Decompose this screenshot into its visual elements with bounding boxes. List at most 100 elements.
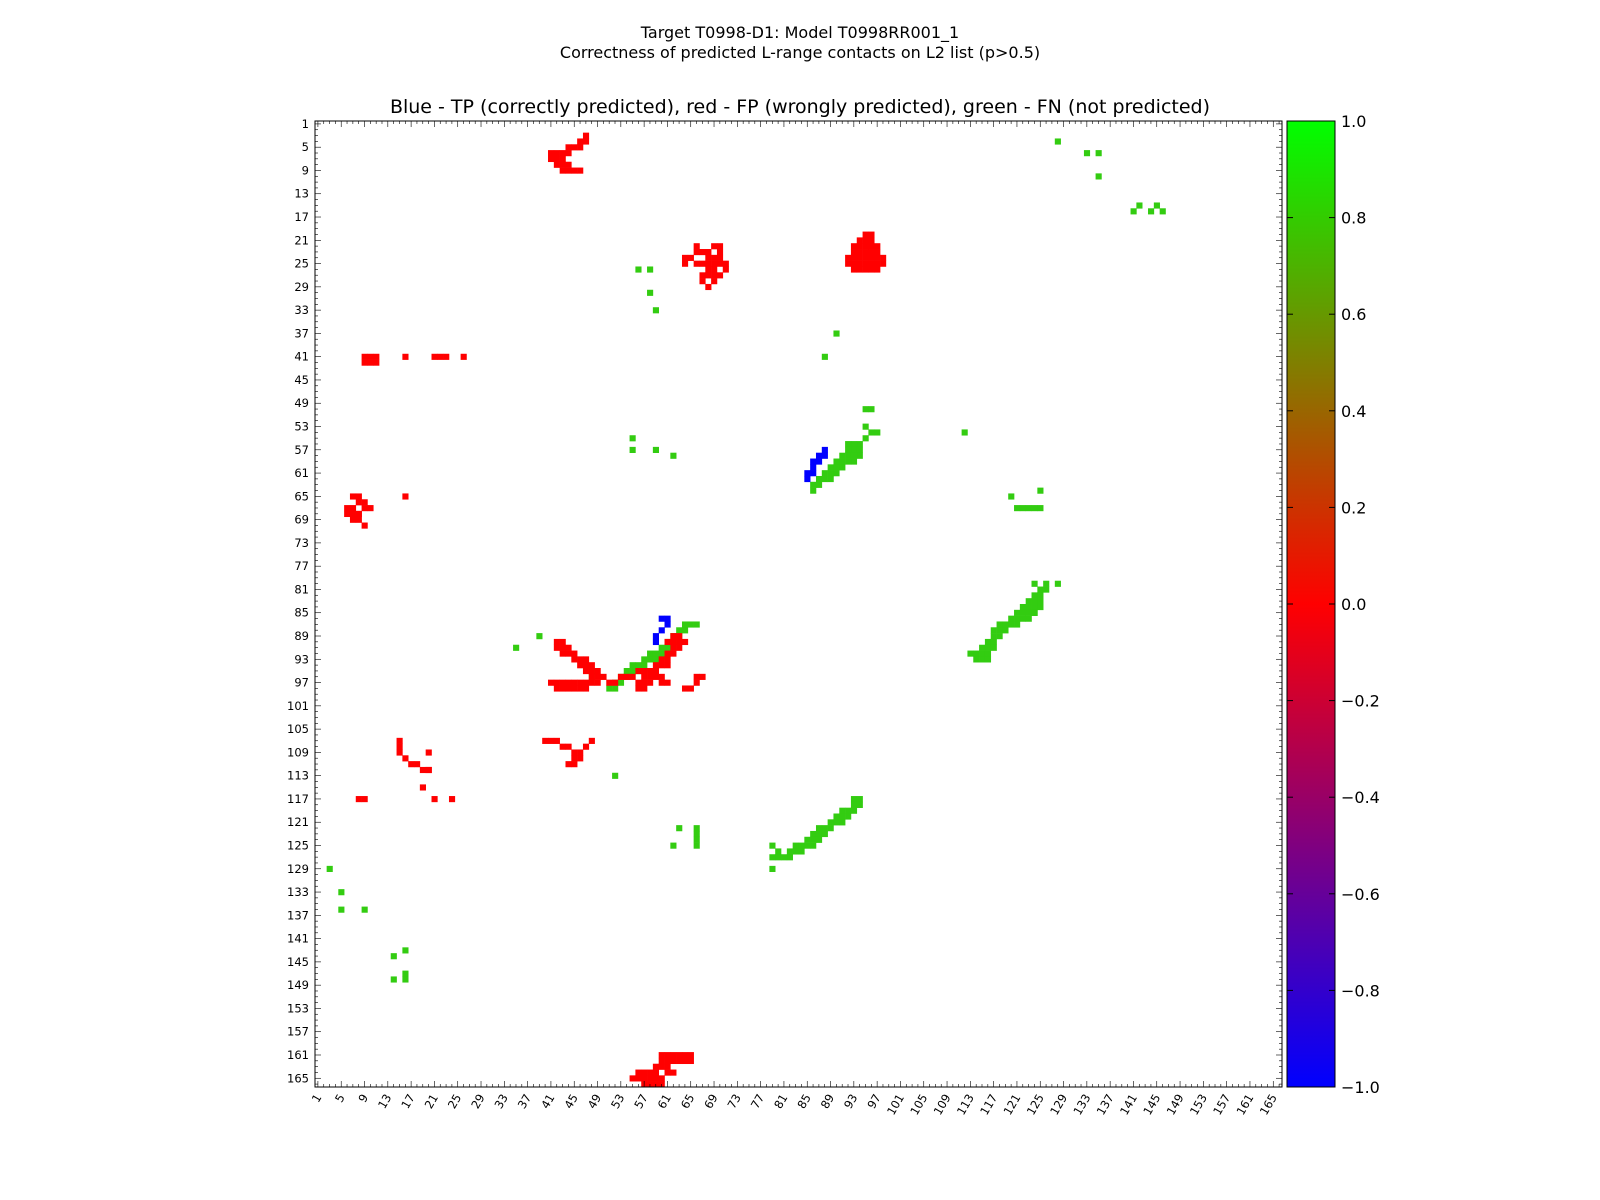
fn-contact-cell bbox=[979, 644, 986, 651]
fn-contact-cell bbox=[815, 475, 823, 483]
fp-contact-cell bbox=[856, 266, 863, 273]
fp-contact-cell bbox=[647, 679, 654, 686]
fn-contact-cell bbox=[833, 464, 840, 471]
y-tick-label: 17 bbox=[294, 210, 309, 224]
fp-contact-cell bbox=[868, 260, 875, 267]
fp-contact-cell bbox=[559, 638, 566, 646]
fn-contact-cell bbox=[652, 650, 659, 657]
fp-contact-cell bbox=[565, 679, 572, 686]
y-tick-label: 157 bbox=[287, 1025, 309, 1039]
fn-contact-cell bbox=[827, 475, 834, 483]
y-tick-label: 129 bbox=[287, 862, 309, 876]
fn-contact-cell bbox=[984, 638, 992, 646]
fp-contact-cell bbox=[652, 662, 659, 669]
fp-contact-cell bbox=[641, 668, 648, 675]
colorbar-tick-label: 0.0 bbox=[1341, 595, 1366, 614]
y-tick-label: 101 bbox=[287, 699, 309, 713]
fp-contact-cell bbox=[681, 638, 689, 646]
fp-contact-cell bbox=[344, 505, 351, 512]
fp-contact-cell bbox=[658, 679, 665, 686]
fn-contact-cell bbox=[827, 464, 834, 471]
fp-contact-cell bbox=[687, 685, 694, 692]
fn-contact-cell bbox=[827, 470, 834, 477]
y-tick-label: 61 bbox=[294, 466, 309, 480]
fn-contact-cell bbox=[856, 801, 863, 808]
fn-contact-cell bbox=[513, 644, 520, 651]
fp-contact-cell bbox=[571, 656, 578, 663]
fp-contact-cell bbox=[367, 353, 374, 360]
fp-contact-cell bbox=[699, 272, 706, 279]
fp-contact-cell bbox=[862, 266, 869, 273]
fp-contact-cell bbox=[559, 685, 566, 692]
y-tick-label: 41 bbox=[294, 350, 309, 364]
fp-contact-cell bbox=[553, 161, 560, 168]
fp-contact-cell bbox=[664, 638, 671, 646]
fp-contact-cell bbox=[635, 668, 642, 675]
fp-contact-cell bbox=[431, 353, 438, 360]
fn-contact-cell bbox=[979, 650, 986, 657]
fn-contact-cell bbox=[862, 423, 869, 430]
fp-contact-cell bbox=[652, 673, 659, 680]
fn-contact-cell bbox=[681, 627, 689, 634]
x-tick-label: 61 bbox=[655, 1092, 674, 1112]
y-tick-label: 141 bbox=[287, 932, 309, 946]
colorbar-tick-label: 0.4 bbox=[1341, 402, 1366, 421]
fp-contact-cell bbox=[693, 249, 700, 256]
fp-contact-cell bbox=[676, 1057, 683, 1065]
fn-contact-cell bbox=[996, 627, 1003, 634]
fp-contact-cell bbox=[699, 260, 706, 267]
fn-contact-cell bbox=[810, 842, 817, 849]
y-tick-label: 109 bbox=[287, 745, 309, 759]
y-tick-label: 33 bbox=[294, 303, 309, 317]
fp-contact-cell bbox=[571, 144, 578, 151]
fp-contact-cell bbox=[588, 679, 595, 686]
y-tick-label: 73 bbox=[294, 536, 309, 550]
fp-contact-cell bbox=[571, 679, 578, 686]
fp-contact-cell bbox=[553, 685, 560, 692]
fn-contact-cell bbox=[635, 662, 642, 669]
fp-contact-cell bbox=[664, 1052, 671, 1059]
x-tick-label: 85 bbox=[794, 1092, 813, 1112]
fn-contact-cell bbox=[984, 650, 992, 657]
fp-contact-cell bbox=[431, 796, 438, 803]
fn-contact-cell bbox=[810, 836, 817, 843]
fp-contact-cell bbox=[687, 1052, 694, 1059]
fn-contact-cell bbox=[839, 819, 846, 826]
x-tick-label: 25 bbox=[445, 1092, 464, 1112]
fn-contact-cell bbox=[792, 842, 799, 849]
fn-contact-cell bbox=[827, 819, 834, 826]
fp-contact-cell bbox=[361, 505, 368, 512]
x-tick-label: 49 bbox=[585, 1092, 604, 1112]
fp-contact-cell bbox=[361, 522, 368, 529]
fp-contact-cell bbox=[577, 167, 584, 174]
fp-contact-cell bbox=[711, 278, 718, 285]
fn-contact-cell bbox=[845, 813, 852, 820]
x-tick-label: 133 bbox=[1070, 1092, 1093, 1118]
fp-contact-cell bbox=[542, 737, 549, 744]
fn-contact-cell bbox=[1031, 592, 1038, 599]
fp-contact-cell bbox=[577, 755, 584, 762]
colorbar-tick-label: 1.0 bbox=[1341, 112, 1366, 131]
fn-contact-cell bbox=[990, 644, 997, 651]
fp-contact-cell bbox=[565, 761, 572, 768]
fp-contact-cell bbox=[565, 161, 572, 168]
tp-contact-cell bbox=[664, 615, 671, 622]
fp-contact-cell bbox=[716, 249, 724, 256]
x-tick-label: 45 bbox=[561, 1092, 580, 1112]
fp-contact-cell bbox=[681, 260, 689, 267]
fn-contact-cell bbox=[1014, 505, 1021, 512]
fp-contact-cell bbox=[635, 685, 642, 692]
fp-contact-cell bbox=[559, 679, 566, 686]
fn-contact-cell bbox=[845, 807, 852, 814]
fp-contact-cell bbox=[443, 353, 450, 360]
x-tick-label: 73 bbox=[724, 1092, 743, 1112]
tp-contact-cell bbox=[664, 621, 671, 628]
x-tick-label: 145 bbox=[1140, 1092, 1163, 1118]
fp-contact-cell bbox=[641, 685, 648, 692]
fp-contact-cell bbox=[629, 1075, 636, 1082]
y-tick-label: 37 bbox=[294, 326, 309, 340]
x-tick-label: 153 bbox=[1187, 1092, 1210, 1118]
x-tick-label: 121 bbox=[1000, 1092, 1023, 1118]
fn-contact-cell bbox=[821, 353, 828, 360]
fp-contact-cell bbox=[868, 254, 875, 261]
